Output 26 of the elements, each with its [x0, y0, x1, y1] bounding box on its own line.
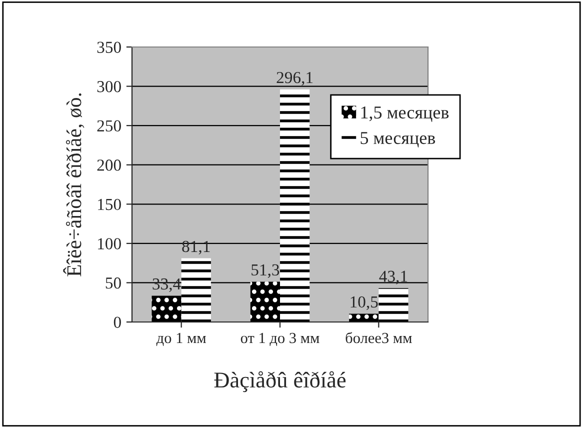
- x-tick-label: более3 мм: [346, 332, 412, 344]
- x-tick-label: до 1 мм: [156, 332, 206, 346]
- legend-label: 5 месяцев: [360, 132, 436, 148]
- bar: [181, 258, 211, 322]
- bar: [280, 89, 310, 322]
- y-tick-label: 200: [97, 160, 121, 171]
- y-axis-title: Êîëè÷åñòâî êîðíåé, øò.: [63, 93, 84, 276]
- y-tick-label: 0: [114, 316, 121, 328]
- data-label: 51,3: [252, 264, 280, 278]
- y-tick-label: 350: [97, 42, 121, 53]
- data-label: 10,5: [350, 296, 378, 310]
- bar: [152, 296, 182, 322]
- legend-label: 1,5 месяцев: [361, 106, 449, 122]
- y-tick-label: 50: [106, 277, 121, 289]
- y-tick-label: 250: [97, 120, 121, 132]
- x-tick-label: от 1 до 3 мм: [240, 332, 320, 346]
- data-label: 81,1: [182, 240, 210, 255]
- y-tick-label: 150: [98, 198, 121, 210]
- bar: [349, 314, 379, 322]
- y-tick-label: 100: [98, 238, 121, 250]
- bar: [250, 282, 280, 322]
- data-label: 296,1: [276, 72, 313, 86]
- data-label: 43,1: [379, 270, 408, 284]
- bar: [378, 288, 408, 322]
- x-axis-title: Ðàçìåðû êîðíåé: [214, 371, 346, 392]
- y-tick-label: 300: [97, 80, 121, 92]
